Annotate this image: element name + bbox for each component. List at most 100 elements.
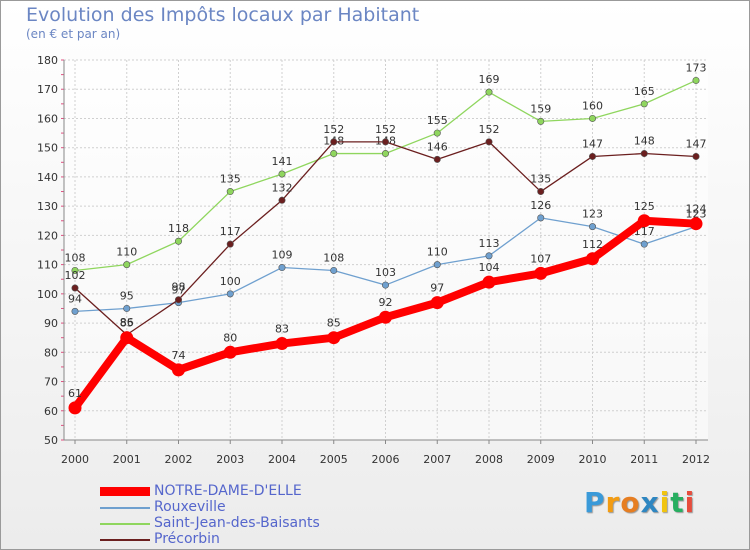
data-point [586, 252, 599, 266]
data-label: 147 [582, 137, 603, 150]
data-label: 135 [530, 173, 551, 186]
data-label: 146 [427, 140, 448, 153]
data-label: 126 [530, 199, 551, 212]
line-chart: 50 60 70 80 90 100 110 120 130 140 150 160 170 180 200… [37, 54, 710, 466]
y-tick-label: 150 [37, 142, 58, 155]
data-point [278, 264, 286, 272]
x-tick-label: 2003 [216, 453, 244, 466]
data-label: 108 [65, 251, 86, 264]
data-label: 95 [120, 289, 134, 302]
y-tick-label: 160 [37, 112, 58, 125]
x-tick-label: 2008 [475, 453, 503, 466]
data-point [330, 138, 338, 146]
data-label: 74 [172, 349, 186, 362]
legend-label: Saint-Jean-des-Baisants [154, 515, 320, 531]
data-point [689, 217, 703, 231]
data-label: 123 [582, 208, 603, 221]
data-point [278, 196, 286, 204]
logo-letter: t [670, 486, 685, 519]
x-tick-label: 2002 [165, 453, 193, 466]
data-point [226, 290, 234, 298]
data-label: 152 [375, 123, 396, 136]
data-point [123, 261, 131, 269]
x-tick-label: 2007 [423, 453, 451, 466]
x-tick-label: 2004 [268, 453, 296, 466]
data-label: 118 [168, 222, 189, 235]
data-label: 80 [223, 331, 237, 344]
data-label: 97 [172, 284, 186, 297]
chart-title: Evolution des Impôts locaux par Habitant [26, 4, 420, 26]
y-tick-label: 110 [37, 259, 58, 272]
y-tick-label: 140 [37, 171, 58, 184]
logo-letter: r [605, 486, 621, 519]
data-label: 104 [479, 261, 500, 274]
data-point [534, 266, 548, 280]
data-point [379, 310, 392, 324]
data-label: 108 [323, 251, 344, 264]
x-tick-label: 2009 [527, 453, 555, 466]
data-point [330, 266, 338, 274]
x-tick-label: 2006 [372, 453, 400, 466]
data-label: 148 [634, 135, 655, 148]
data-point [637, 214, 651, 228]
data-point [175, 296, 183, 304]
legend-label: Précorbin [154, 531, 220, 547]
logo-letter: o [620, 486, 641, 519]
data-label: 152 [323, 123, 344, 136]
data-point [537, 117, 545, 125]
legend-swatch [100, 539, 150, 541]
data-label: 110 [116, 246, 137, 259]
data-label: 109 [272, 249, 293, 262]
data-point [485, 138, 493, 146]
data-label: 92 [379, 296, 393, 309]
data-point [381, 281, 389, 289]
data-label: 97 [430, 282, 444, 295]
y-tick-label: 180 [37, 54, 58, 67]
logo-letter: x [640, 486, 660, 519]
data-label: 85 [327, 317, 341, 330]
data-label: 112 [582, 238, 603, 251]
data-point [692, 76, 700, 84]
data-label: 125 [634, 200, 655, 213]
y-tick-label: 120 [37, 229, 58, 242]
data-label: 152 [479, 123, 500, 136]
data-label: 98 [172, 281, 186, 294]
x-tick-label: 2012 [682, 453, 710, 466]
y-tick-label: 90 [44, 317, 58, 330]
data-label: 124 [686, 203, 707, 216]
logo-letter: i [659, 486, 671, 519]
data-label: 159 [530, 102, 551, 115]
data-point [588, 223, 596, 231]
data-label: 113 [479, 237, 500, 250]
data-point [485, 88, 493, 96]
data-label: 132 [272, 181, 293, 194]
data-label: 169 [479, 73, 500, 86]
data-point [226, 240, 234, 248]
data-label: 141 [272, 155, 293, 168]
data-label: 123 [686, 208, 707, 221]
data-point [330, 150, 338, 158]
data-point [430, 296, 444, 310]
data-point [640, 240, 648, 248]
data-label: 86 [120, 316, 134, 329]
data-point [278, 170, 286, 178]
data-label: 117 [220, 225, 241, 238]
data-point [175, 237, 183, 245]
legend-label: Rouxeville [154, 499, 226, 515]
data-label: 107 [530, 252, 551, 265]
data-label: 160 [582, 99, 603, 112]
data-label: 102 [65, 269, 86, 282]
data-label: 135 [220, 173, 241, 186]
data-label: 94 [68, 292, 82, 305]
data-label: 155 [427, 114, 448, 127]
data-point [120, 331, 134, 345]
data-point [537, 214, 545, 222]
data-point [485, 252, 493, 260]
data-point [172, 363, 185, 377]
data-point [381, 150, 389, 158]
logo-letter: P [584, 486, 606, 519]
x-tick-label: 2005 [320, 453, 348, 466]
x-tick-label: 2000 [61, 453, 89, 466]
data-point [327, 331, 341, 345]
data-point [381, 138, 389, 146]
